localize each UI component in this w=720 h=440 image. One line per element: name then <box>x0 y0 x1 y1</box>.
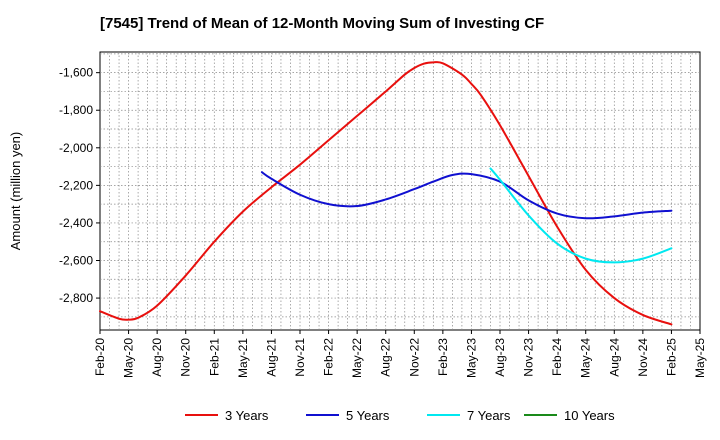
legend-item: 3 Years <box>185 408 269 423</box>
y-tick-label: -2,000 <box>59 141 93 155</box>
legend-label: 3 Years <box>225 408 269 423</box>
grid <box>100 52 700 330</box>
y-tick-label: -2,200 <box>59 178 93 192</box>
x-tick-label: Aug-21 <box>264 338 278 377</box>
x-tick-label: Feb-21 <box>207 338 221 376</box>
chart-title: [7545] Trend of Mean of 12-Month Moving … <box>100 15 544 32</box>
plot-area <box>99 51 701 331</box>
y-tick-label: -2,800 <box>59 291 93 305</box>
legend-item: 10 Years <box>524 408 615 423</box>
x-tick-label: May-25 <box>693 338 707 378</box>
x-tick-label: Feb-20 <box>93 338 107 376</box>
y-tick-label: -2,400 <box>59 216 93 230</box>
legend-item: 7 Years <box>427 408 511 423</box>
x-tick-label: Feb-24 <box>550 338 564 376</box>
x-tick-label: Nov-22 <box>407 338 421 377</box>
x-tick-label: Feb-22 <box>322 338 336 376</box>
plot-frame <box>99 51 701 331</box>
legend-label: 5 Years <box>346 408 390 423</box>
legend-label: 7 Years <box>467 408 511 423</box>
x-tick-label: May-24 <box>579 338 593 378</box>
x-tick-label: Nov-23 <box>522 338 536 377</box>
x-tick-label: May-20 <box>122 338 136 378</box>
series-line-5-years <box>260 171 673 220</box>
x-tick-label: Aug-20 <box>150 338 164 377</box>
x-tick-label: May-21 <box>236 338 250 378</box>
x-tick-label: Feb-25 <box>664 338 678 376</box>
x-tick-label: Nov-21 <box>293 338 307 377</box>
series-lines <box>99 61 673 326</box>
x-tick-label: Aug-23 <box>493 338 507 377</box>
x-tick-label: May-22 <box>350 338 364 378</box>
x-tick-label: Nov-24 <box>636 338 650 377</box>
y-tick-label: -1,600 <box>59 66 93 80</box>
y-tick-label: -1,800 <box>59 103 93 117</box>
series-line-3-years <box>99 61 673 326</box>
y-axis-label: Amount (million yen) <box>8 132 23 251</box>
x-tick-label: Aug-24 <box>607 338 621 377</box>
legend: 3 Years 5 Years 7 Years 10 Years <box>185 408 615 423</box>
legend-label: 10 Years <box>564 408 615 423</box>
x-tick-label: Nov-20 <box>179 338 193 377</box>
series-line-7-years <box>489 167 673 264</box>
x-tick-label: May-23 <box>464 338 478 378</box>
x-tick-label: Aug-22 <box>379 338 393 377</box>
x-tick-label: Feb-23 <box>436 338 450 376</box>
y-axis-ticks: -1,600 -1,800 -2,000 -2,200 -2,400 -2,600 -2,8… <box>59 66 100 305</box>
legend-item: 5 Years <box>306 408 390 423</box>
x-axis-ticks: Feb-20 May-20 Aug-20 Nov-20 Feb-21 May-21 Aug-… <box>93 330 707 378</box>
y-tick-label: -2,600 <box>59 254 93 268</box>
